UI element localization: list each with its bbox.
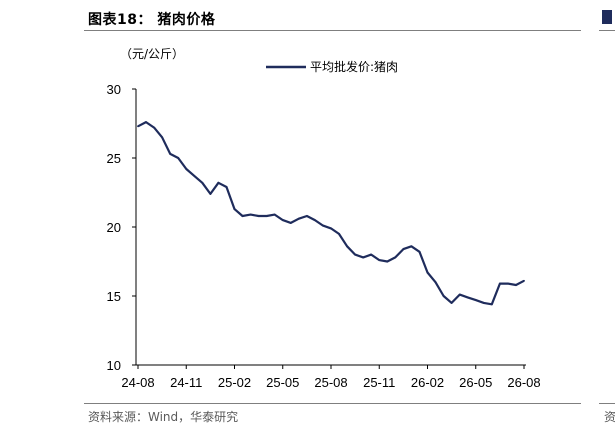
series-point [490,303,493,306]
series-point [185,168,188,170]
series-points [137,121,525,306]
series-point [201,181,204,184]
series-point [225,186,228,188]
series-point [450,302,453,304]
y-tick-label: 30 [107,82,121,97]
x-tick-label: 25-11 [363,375,395,390]
series-point [281,219,284,222]
series-point [426,271,429,274]
y-unit-label: （元/公斤） [120,47,184,61]
series-point [394,256,397,259]
series-point [354,253,356,256]
series-point [265,215,268,217]
series-point [249,213,252,216]
series-point [314,219,316,222]
series-point [499,282,501,285]
adjacent-figure-source-fragment: 资 [604,410,615,424]
series-point [370,253,373,256]
series-point [362,256,365,259]
adjacent-figure-divider-bottom [599,403,615,404]
series-point [297,217,300,220]
series-point [338,233,340,235]
x-tick-label: 26-05 [459,375,492,390]
series-point [241,215,244,217]
series-point [474,299,477,301]
x-tick-label: 24-08 [121,375,154,390]
series-point [233,208,236,211]
y-tick-label: 15 [107,289,121,304]
series-point [322,224,324,227]
series-point [289,222,292,224]
series-point [330,227,332,230]
series-point [169,153,172,155]
series-point [217,181,220,184]
series-point [523,279,525,282]
series-point [257,215,260,217]
x-tick-label: 25-08 [314,375,347,390]
series-point [418,250,421,253]
series-point [137,125,139,128]
series-point [273,213,276,216]
series-point [458,293,461,296]
series-point [346,245,348,248]
series-point [402,248,405,251]
title-divider [84,30,581,31]
series-line-pork-wholesale-price [137,121,525,306]
series-point [466,296,469,299]
series-point [434,281,437,284]
x-tick-label: 26-02 [411,375,444,390]
series-point [177,157,180,159]
series-point [442,295,445,297]
series-point [161,136,164,139]
x-tick-label: 25-02 [218,375,251,390]
series-point [507,282,509,285]
y-tick-label: 20 [107,220,121,235]
y-tick-label: 25 [107,151,121,166]
x-tick-label: 25-05 [266,375,299,390]
series-point [306,215,308,217]
series-point [153,126,156,129]
y-tick-label: 10 [107,358,121,373]
source-note: 资料来源：Wind，华泰研究 [88,410,239,424]
x-tick-label: 26-08 [507,375,540,390]
legend-label: 平均批发价:猪肉 [310,59,398,74]
adjacent-figure-marker [602,10,612,24]
figure-title: 图表18： 猪肉价格 [88,12,216,28]
series-point [515,284,517,286]
series-point [193,175,196,177]
adjacent-figure-divider-top [599,30,615,31]
series-point [209,193,212,195]
series-point [410,245,413,248]
legend: 平均批发价:猪肉 [266,59,398,74]
x-tick-label: 24-11 [170,375,202,390]
series-point [378,259,381,261]
series-point [386,260,389,263]
source-divider [84,403,581,404]
series-point [482,302,485,304]
x-ticks: 24-08 24-11 25-02 25-05 25-08 25-11 26-02 26-05… [121,365,541,390]
series-point [145,121,147,123]
y-ticks: 10 15 20 25 30 [107,82,136,373]
